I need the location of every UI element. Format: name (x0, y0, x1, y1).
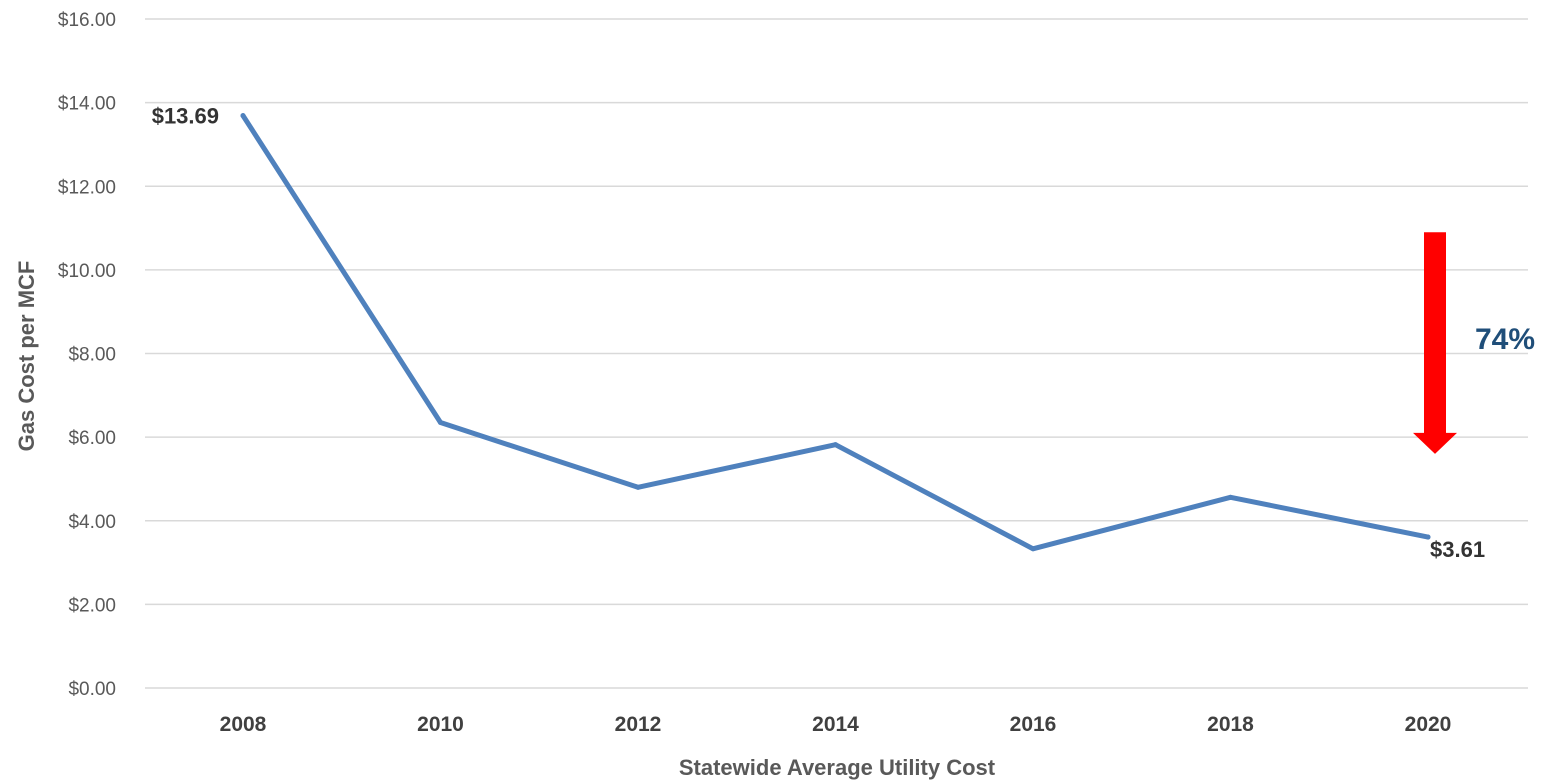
data-labels: $13.69 $3.61 (152, 104, 1485, 562)
x-tick-label: 2012 (615, 713, 662, 736)
y-tick-label: $16.00 (58, 10, 116, 31)
y-tick-label: $10.00 (58, 261, 116, 282)
series-group (240, 113, 1431, 552)
data-point (1030, 546, 1036, 552)
data-point (240, 113, 246, 119)
x-tick-label: 2008 (220, 713, 267, 736)
x-tick-label: 2018 (1207, 713, 1254, 736)
y-tick-label: $4.00 (68, 512, 116, 533)
x-tick-label: 2010 (417, 713, 464, 736)
series-line (240, 113, 1431, 552)
y-tick-label: $8.00 (68, 345, 116, 366)
y-tick-label: $6.00 (68, 428, 116, 449)
data-label: $13.69 (152, 104, 219, 129)
data-label: $3.61 (1430, 537, 1485, 562)
down-arrow-icon (1413, 232, 1457, 454)
gridlines (145, 18, 1528, 689)
y-tick-label: $2.00 (68, 595, 116, 616)
annotation-group: 74% (1413, 232, 1535, 454)
y-tick-label: $12.00 (58, 177, 116, 198)
data-point (1425, 534, 1431, 540)
y-tick-label: $14.00 (58, 94, 116, 115)
data-point (438, 419, 443, 425)
data-point (833, 442, 838, 448)
y-axis-ticks: $0.00 $2.00 $4.00 $6.00 $8.00 $10.00 $12.00 $14… (58, 10, 116, 700)
data-point (635, 484, 641, 490)
x-tick-label: 2016 (1010, 713, 1057, 736)
y-axis-title: Gas Cost per MCF (14, 261, 39, 452)
x-tick-label: 2020 (1405, 713, 1452, 736)
x-axis-ticks: 2008 2010 2012 2014 2016 2018 2020 (220, 713, 1452, 736)
percent-change-label: 74% (1475, 323, 1535, 356)
y-tick-label: $0.00 (68, 679, 116, 700)
x-axis-title: Statewide Average Utility Cost (679, 755, 996, 780)
data-point (1228, 494, 1233, 500)
x-tick-label: 2014 (812, 713, 859, 736)
